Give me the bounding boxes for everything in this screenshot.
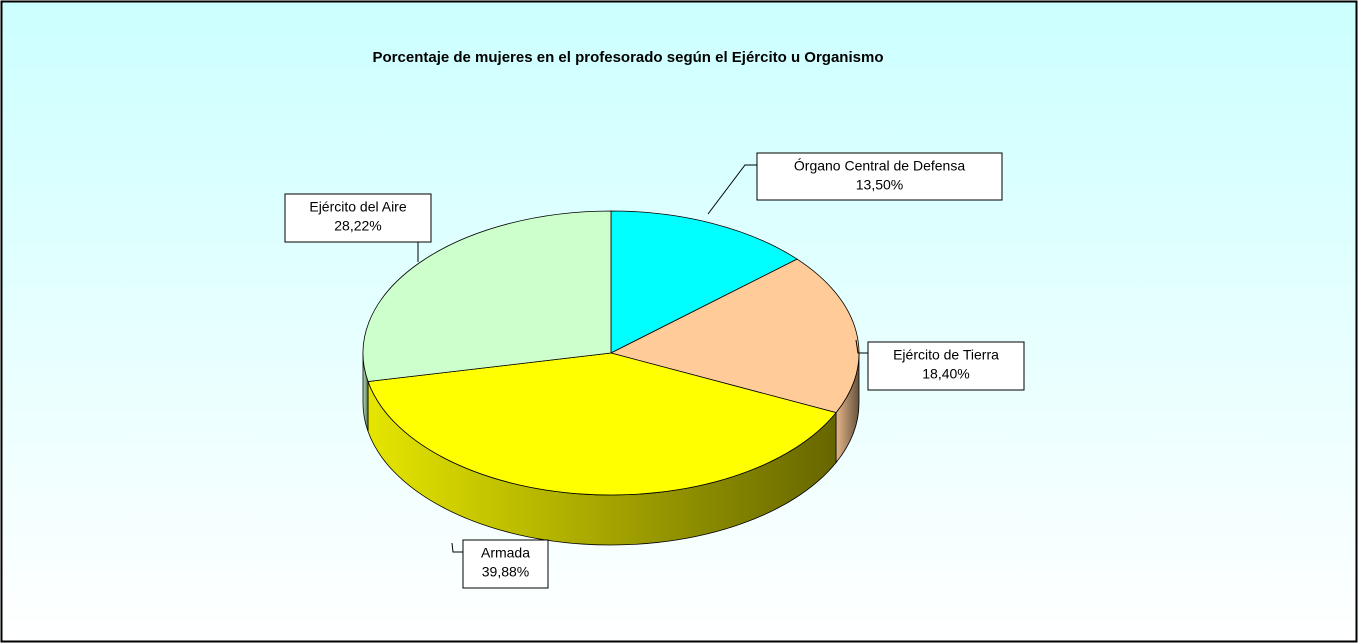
- labels: Órgano Central de Defensa 13,50% Ejército …: [284, 152, 1025, 589]
- slice-value-label: 13,50%: [856, 177, 903, 193]
- slice-value-label: 39,88%: [482, 564, 529, 580]
- slice-side-shade: [836, 353, 859, 463]
- slice-label: Ejército del Aire: [309, 199, 406, 215]
- leader-line: [707, 164, 757, 215]
- slice: [362, 210, 612, 382]
- label-box: [867, 341, 1025, 391]
- slice: [367, 352, 837, 496]
- slice-label: Órgano Central de Defensa: [794, 158, 965, 174]
- label-box: [756, 152, 1003, 201]
- slice-label: Ejército de Tierra: [893, 347, 999, 363]
- label-box: [284, 193, 432, 243]
- slice-label: Armada: [481, 545, 530, 561]
- slice-side-shade: [368, 381, 837, 545]
- slice: [610, 210, 798, 354]
- chart-title: Porcentaje de mujeres en el profesorado …: [373, 49, 884, 66]
- slice: [609, 258, 860, 414]
- slice-value-label: 28,22%: [334, 218, 381, 234]
- label-box: [462, 539, 549, 589]
- slice-side-shade: [363, 353, 369, 432]
- slice-value-label: 18,40%: [922, 366, 969, 382]
- leader-line: [855, 339, 868, 354]
- leader-line: [451, 542, 463, 553]
- pie: [362, 210, 860, 546]
